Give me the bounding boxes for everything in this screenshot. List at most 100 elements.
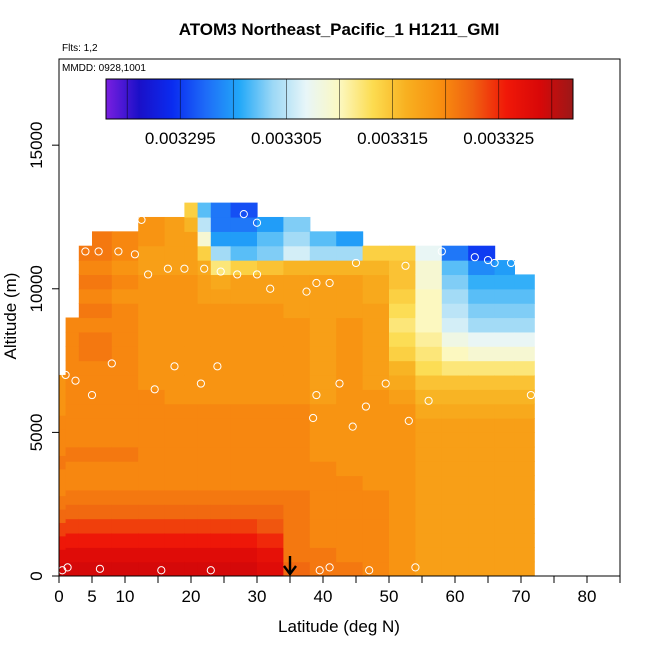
heatmap-cell <box>494 389 515 405</box>
heatmap-cell <box>164 346 185 362</box>
heatmap-cell <box>164 216 185 232</box>
sample-point <box>157 566 166 575</box>
heatmap-cell <box>283 389 311 405</box>
heatmap-cell <box>514 547 535 563</box>
heatmap-cell <box>210 547 232 563</box>
heatmap-cell <box>210 461 232 477</box>
heatmap-cell <box>197 403 212 419</box>
sample-point <box>348 422 357 431</box>
heatmap-cell <box>197 418 212 433</box>
heatmap-cell <box>78 547 93 563</box>
heatmap-cell <box>309 418 337 433</box>
heatmap-cell <box>184 403 199 419</box>
sample-point <box>312 390 321 400</box>
heatmap-cell <box>59 522 67 537</box>
heatmap-cell <box>78 418 93 433</box>
sample-point <box>381 379 390 388</box>
heatmap-cell <box>309 532 337 548</box>
x-tick-label: 5 <box>87 587 96 606</box>
y-tick-label: 5000 <box>27 413 46 451</box>
heatmap-cell <box>138 303 166 319</box>
heatmap-cell <box>415 418 443 433</box>
heatmap-cell <box>65 532 80 548</box>
heatmap-cell <box>92 288 113 304</box>
heatmap-cell <box>415 446 443 462</box>
heatmap-cell <box>441 532 469 548</box>
heatmap-cell <box>138 403 166 419</box>
heatmap-cell <box>210 418 232 433</box>
heatmap-cell <box>184 245 199 261</box>
sample-point <box>483 255 493 265</box>
heatmap-cell <box>65 331 80 347</box>
heatmap-cell <box>111 231 139 247</box>
heatmap-cell <box>92 432 113 448</box>
heatmap-cell <box>309 374 337 390</box>
heatmap-cell <box>468 346 496 362</box>
heatmap-cell <box>65 418 80 433</box>
heatmap-cell <box>441 489 469 505</box>
sample-point <box>335 379 344 388</box>
heatmap-cell <box>309 260 337 276</box>
heatmap-cell <box>441 389 469 405</box>
heatmap-cell <box>362 432 390 448</box>
heatmap-cell <box>65 475 80 491</box>
heatmap-cell <box>197 202 212 218</box>
heatmap-cell <box>362 331 390 347</box>
heatmap-cell <box>92 260 113 276</box>
heatmap-cell <box>257 418 284 433</box>
heatmap-cell <box>468 303 496 319</box>
heatmap-cell <box>197 518 212 534</box>
heatmap-cell <box>92 331 113 347</box>
heatmap-cell <box>389 331 416 347</box>
heatmap-cell <box>441 288 469 304</box>
heatmap-cell <box>230 547 258 563</box>
heatmap-cell <box>514 532 535 548</box>
heatmap-cell <box>441 245 469 261</box>
heatmap-cell <box>514 303 535 319</box>
heatmap-cell <box>494 518 515 534</box>
heatmap-cell <box>184 461 199 477</box>
heatmap-cell <box>210 274 232 290</box>
heatmap-cell <box>138 260 166 276</box>
heatmap-cell <box>164 446 185 462</box>
heatmap-cell <box>197 432 212 448</box>
heatmap-cell <box>197 331 212 347</box>
heatmap-cell <box>59 549 67 564</box>
heatmap-cell <box>184 389 199 405</box>
heatmap-cell <box>230 288 258 304</box>
heatmap-cell <box>92 374 113 390</box>
heatmap-cell <box>336 374 364 390</box>
heatmap-cell <box>92 346 113 362</box>
heatmap-cell <box>441 303 469 319</box>
heatmap-cell <box>494 303 515 319</box>
heatmap-cell <box>441 504 469 520</box>
heatmap-cell <box>78 374 93 390</box>
heatmap-cell <box>184 504 199 520</box>
heatmap-cell <box>441 518 469 534</box>
heatmap-cell <box>111 274 139 290</box>
sample-point <box>81 247 90 256</box>
sample-point <box>401 261 410 270</box>
heatmap-cell <box>389 504 416 520</box>
heatmap-cell <box>389 532 416 548</box>
heatmap-cell <box>65 561 80 576</box>
heatmap-cell <box>494 374 515 390</box>
heatmap-cell <box>164 274 185 290</box>
heatmap-cell <box>92 504 113 520</box>
heatmap-cell <box>230 374 258 390</box>
heatmap-cell <box>514 489 535 505</box>
heatmap-cell <box>65 446 80 462</box>
sample-point <box>63 563 72 572</box>
heatmap-cell <box>283 288 311 304</box>
heatmap-cell <box>210 202 232 218</box>
heatmap-cell <box>441 360 469 376</box>
heatmap-cell <box>164 461 185 477</box>
heatmap-cell <box>210 231 232 247</box>
sample-point <box>315 566 324 575</box>
heatmap-cell <box>389 374 416 390</box>
heatmap-cell <box>59 482 67 497</box>
heatmap-cell <box>257 532 284 548</box>
heatmap-cell <box>494 475 515 491</box>
colorbar-dividers <box>126 79 553 119</box>
